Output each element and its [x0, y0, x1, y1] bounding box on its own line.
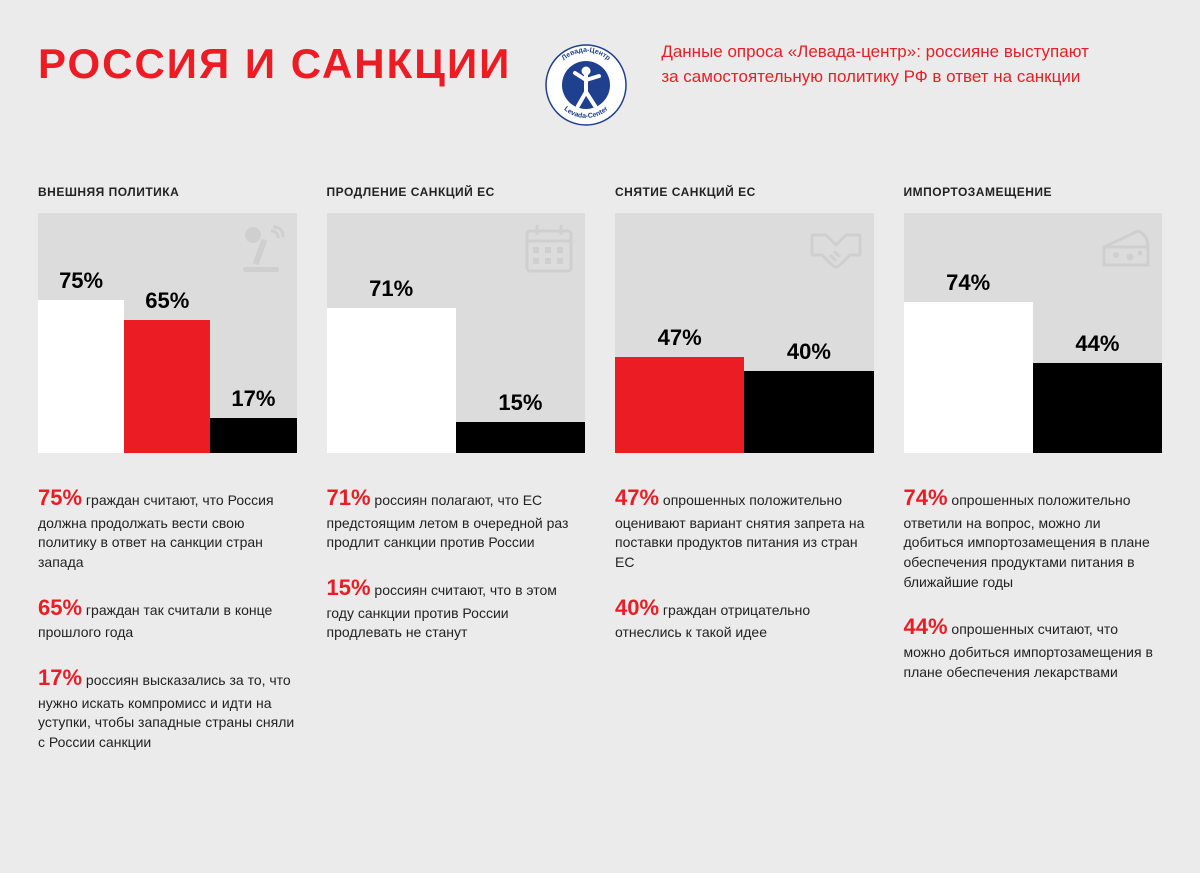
- bar-rect: [904, 302, 1033, 453]
- bar-label: 74%: [946, 270, 990, 296]
- bar-rect: [327, 308, 456, 453]
- panel: ИМПОРТОЗАМЕЩЕНИЕ 74% 44% 74% опрошенных пол…: [904, 185, 1163, 753]
- notes: 47% опрошенных положительно оценивают ва…: [615, 483, 874, 643]
- page-title: РОССИЯ И САНКЦИИ: [38, 40, 511, 88]
- note: 15% россиян считают, что в этом году сан…: [327, 573, 586, 643]
- bar-rect: [210, 418, 296, 453]
- chart-box: 74% 44%: [904, 213, 1163, 453]
- bar: 65%: [124, 213, 210, 453]
- note-pct: 44%: [904, 614, 948, 639]
- panels-row: ВНЕШНЯЯ ПОЛИТИКА 75% 65% 17% 75% граждан счи…: [38, 185, 1162, 753]
- bar-label: 44%: [1075, 331, 1119, 357]
- bar: 47%: [615, 213, 744, 453]
- chart-box: 75% 65% 17%: [38, 213, 297, 453]
- bar: 17%: [210, 213, 296, 453]
- bar-rect: [744, 371, 873, 453]
- bar-rect: [38, 300, 124, 453]
- note-pct: 74%: [904, 485, 948, 510]
- note-pct: 40%: [615, 595, 659, 620]
- panel-title: ИМПОРТОЗАМЕЩЕНИЕ: [904, 185, 1163, 199]
- panel-title: ПРОДЛЕНИЕ САНКЦИЙ ЕС: [327, 185, 586, 199]
- bar: 15%: [456, 213, 585, 453]
- note: 40% граждан отрицательно отнеслись к так…: [615, 593, 874, 643]
- note: 65% граждан так считали в конце прошлого…: [38, 593, 297, 643]
- note: 74% опрошенных положительно ответили на …: [904, 483, 1163, 592]
- panel: ВНЕШНЯЯ ПОЛИТИКА 75% 65% 17% 75% граждан счи…: [38, 185, 297, 753]
- bar: 71%: [327, 213, 456, 453]
- bar-rect: [124, 320, 210, 453]
- note-pct: 47%: [615, 485, 659, 510]
- bar-label: 75%: [59, 268, 103, 294]
- bar: 75%: [38, 213, 124, 453]
- bar-rect: [456, 422, 585, 453]
- note-pct: 65%: [38, 595, 82, 620]
- note-pct: 75%: [38, 485, 82, 510]
- panel: СНЯТИЕ САНКЦИЙ ЕС 47% 40% 47% опрошенных по…: [615, 185, 874, 753]
- note: 75% граждан считают, что Россия должна п…: [38, 483, 297, 573]
- note: 47% опрошенных положительно оценивают ва…: [615, 483, 874, 573]
- bar-label: 71%: [369, 276, 413, 302]
- bars-container: 71% 15%: [327, 213, 586, 453]
- chart-box: 71% 15%: [327, 213, 586, 453]
- note: 44% опрошенных считают, что можно добить…: [904, 612, 1163, 682]
- bar: 44%: [1033, 213, 1162, 453]
- levada-logo: Левада-Центр Levada-Center: [541, 40, 631, 135]
- note-pct: 17%: [38, 665, 82, 690]
- bars-container: 47% 40%: [615, 213, 874, 453]
- panel-title: СНЯТИЕ САНКЦИЙ ЕС: [615, 185, 874, 199]
- notes: 75% граждан считают, что Россия должна п…: [38, 483, 297, 753]
- page-subtitle: Данные опроса «Левада-центр»: россияне в…: [661, 40, 1101, 89]
- bar-label: 65%: [145, 288, 189, 314]
- bar-label: 47%: [658, 325, 702, 351]
- bar: 40%: [744, 213, 873, 453]
- bar-rect: [615, 357, 744, 453]
- note-pct: 15%: [327, 575, 371, 600]
- panel-title: ВНЕШНЯЯ ПОЛИТИКА: [38, 185, 297, 199]
- bar-label: 17%: [231, 386, 275, 412]
- note: 17% россиян высказались за то, что нужно…: [38, 663, 297, 753]
- note-pct: 71%: [327, 485, 371, 510]
- bar: 74%: [904, 213, 1033, 453]
- notes: 74% опрошенных положительно ответили на …: [904, 483, 1163, 682]
- bars-container: 75% 65% 17%: [38, 213, 297, 453]
- bars-container: 74% 44%: [904, 213, 1163, 453]
- note: 71% россиян полагают, что ЕС предстоящим…: [327, 483, 586, 553]
- bar-label: 40%: [787, 339, 831, 365]
- header: РОССИЯ И САНКЦИИ Левада-Центр Levada-Cen…: [38, 40, 1162, 135]
- bar-label: 15%: [498, 390, 542, 416]
- panel: ПРОДЛЕНИЕ САНКЦИЙ ЕС 71% 15% 71% россиян по…: [327, 185, 586, 753]
- bar-rect: [1033, 363, 1162, 453]
- notes: 71% россиян полагают, что ЕС предстоящим…: [327, 483, 586, 643]
- chart-box: 47% 40%: [615, 213, 874, 453]
